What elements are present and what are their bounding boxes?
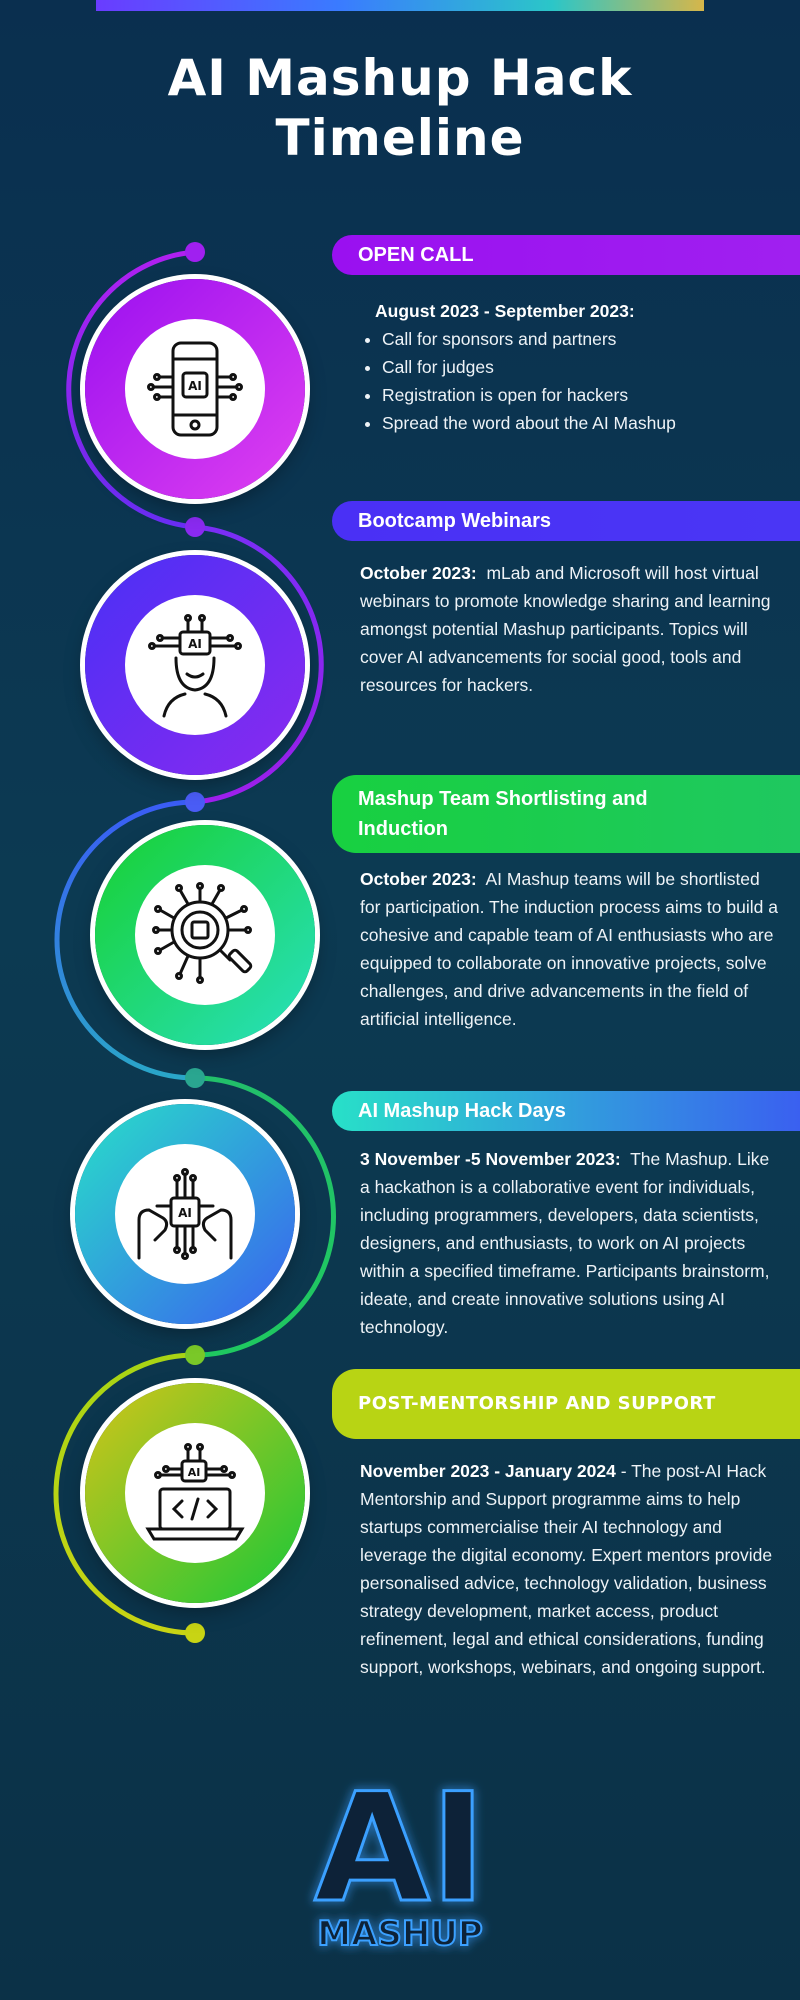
stage-4-date: 3 November -5 November 2023:: [360, 1149, 621, 1169]
stage-2-circle: AI: [85, 555, 305, 775]
track-dot: [185, 1068, 205, 1088]
stage-4-description: 3 November -5 November 2023: The Mashup.…: [360, 1145, 780, 1341]
page-title-line-2: Timeline: [275, 109, 525, 167]
stage-2-heading: Bootcamp Webinars: [358, 509, 551, 532]
page-title-line-1: AI Mashup Hack: [167, 49, 633, 107]
track-segment-2: [194, 524, 324, 805]
ai-mashup-logo: AI MASHUP: [313, 1775, 488, 1955]
stage-1-bullet-list: Call for sponsors and partners Call for …: [360, 325, 795, 437]
stage-1-heading-pill: OPEN CALL: [332, 235, 800, 275]
logo-mashup-text: MASHUP: [317, 1914, 483, 1954]
list-item: Registration is open for hackers: [382, 381, 795, 409]
ai-laptop-code-icon: AI: [145, 1443, 245, 1541]
stage-1-circle: AI: [85, 279, 305, 499]
track-segment-1: [66, 249, 196, 530]
stage-3-heading: Mashup Team Shortlisting and Induction: [358, 788, 648, 840]
track-dot: [185, 1623, 205, 1643]
track-dot: [185, 1345, 205, 1365]
list-item: Spread the word about the AI Mashup: [382, 409, 795, 437]
stage-3-date: October 2023:: [360, 869, 477, 889]
svg-text:AI: AI: [188, 637, 202, 651]
stage-5-circle: AI: [85, 1383, 305, 1603]
top-gradient-bar: [96, 0, 704, 11]
svg-text:AI: AI: [188, 379, 202, 393]
stage-3-description: October 2023: AI Mashup teams will be sh…: [360, 865, 780, 1033]
stage-4-heading-pill: AI Mashup Hack Days: [332, 1091, 800, 1131]
track-segment-5: [53, 1352, 196, 1636]
stage-3-circle: [95, 825, 315, 1045]
track-segment-3: [54, 799, 196, 1081]
ai-chip-hands-icon: AI: [137, 1168, 233, 1260]
track-segment-4: [194, 1075, 336, 1358]
page-title: AI Mashup Hack Timeline: [0, 48, 800, 168]
stage-1-description: August 2023 - September 2023: Call for s…: [375, 297, 795, 437]
stage-5-text: - The post-AI Hack Mentorship and Suppor…: [360, 1461, 773, 1677]
stage-2-text: mLab and Microsoft will host virtual web…: [360, 563, 771, 695]
stage-2-heading-pill: Bootcamp Webinars: [332, 501, 800, 541]
svg-text:AI: AI: [178, 1206, 192, 1220]
stage-4-text: The Mashup. Like a hackathon is a collab…: [360, 1149, 770, 1337]
stage-1-heading: OPEN CALL: [358, 243, 474, 266]
logo-ai-text: AI: [314, 1775, 486, 1936]
list-item: Call for sponsors and partners: [382, 325, 795, 353]
ai-phone-circuit-icon: AI: [147, 341, 243, 437]
track-dot: [185, 517, 205, 537]
stage-5-description: November 2023 - January 2024 - The post-…: [360, 1457, 780, 1681]
ai-chip-magnifier-icon: [152, 882, 253, 984]
stage-2-description: October 2023: mLab and Microsoft will ho…: [360, 559, 780, 699]
stage-2-date: October 2023:: [360, 563, 477, 583]
track-dot: [185, 242, 205, 262]
list-item: Call for judges: [382, 353, 795, 381]
stage-4-heading: AI Mashup Hack Days: [358, 1099, 566, 1122]
track-dot: [185, 792, 205, 812]
svg-text:AI: AI: [188, 1466, 201, 1479]
stage-3-text: AI Mashup teams will be shortlisted for …: [360, 869, 778, 1029]
ai-head-brain-icon: AI: [148, 614, 242, 718]
stage-5-date: November 2023 - January 2024: [360, 1461, 616, 1481]
stage-4-circle: AI: [75, 1104, 295, 1324]
stage-3-heading-pill: Mashup Team Shortlisting and Induction: [332, 775, 800, 853]
stage-1-date: August 2023 - September 2023:: [375, 301, 635, 321]
stage-5-heading-pill: POST-MENTORSHIP AND SUPPORT: [332, 1369, 800, 1439]
stage-5-heading: POST-MENTORSHIP AND SUPPORT: [358, 1393, 716, 1414]
